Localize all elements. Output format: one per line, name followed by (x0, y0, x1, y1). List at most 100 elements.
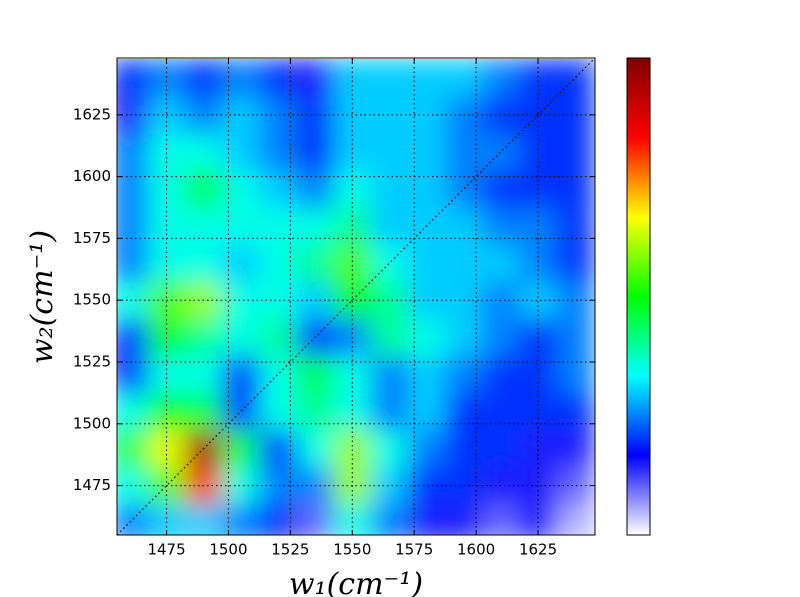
heat-cell (222, 392, 260, 431)
heat-cell (222, 244, 260, 283)
heat-cell (185, 318, 223, 357)
heat-cell (445, 355, 483, 394)
heat-cell (259, 244, 298, 283)
heat-cell (222, 170, 260, 209)
y-tick-label: 1525 (73, 352, 111, 370)
heat-cell (296, 504, 335, 535)
heat-cell (222, 504, 260, 535)
heat-cell (408, 59, 446, 97)
heat-cell (370, 59, 409, 97)
heat-cell (556, 504, 595, 535)
heat-cell (408, 504, 446, 535)
heat-cell (222, 429, 260, 468)
heat-cell (370, 96, 409, 134)
heat-cell (117, 244, 149, 283)
heat-cell (556, 281, 595, 320)
x-tick-label: 1500 (209, 541, 247, 559)
heat-cell (259, 96, 298, 134)
y-tick-label: 1625 (73, 105, 111, 123)
heat-cell (556, 392, 595, 431)
heat-cell (370, 318, 409, 357)
heat-cell (222, 318, 260, 357)
heat-cell (333, 59, 372, 97)
heat-cell (333, 244, 372, 283)
heat-cell (445, 392, 483, 431)
heat-cell (370, 504, 409, 535)
heat-cell (556, 244, 595, 283)
heat-cell (117, 355, 149, 394)
y-tick-label: 1575 (73, 229, 111, 247)
heat-cell (222, 133, 260, 171)
heat-cell (445, 504, 483, 535)
heat-cell (519, 281, 558, 320)
heat-cell (296, 170, 335, 209)
y-tick-label: 1600 (73, 167, 111, 185)
heat-cell (259, 429, 298, 468)
heat-cell (482, 318, 520, 357)
heat-cell (556, 133, 595, 171)
heat-cell (259, 59, 298, 97)
heat-cell (147, 59, 186, 97)
heat-cell (296, 244, 335, 283)
heat-cell (333, 392, 372, 431)
heat-cell (222, 96, 260, 134)
heat-cell (408, 429, 446, 468)
heat-cell (482, 59, 520, 97)
heat-cell (408, 355, 446, 394)
heat-cell (482, 133, 520, 171)
heat-cell (482, 355, 520, 394)
heat-cell (370, 429, 409, 468)
heat-cell (185, 170, 223, 209)
heat-cell (445, 244, 483, 283)
x-tick-label: 1475 (147, 541, 185, 559)
heat-cell (445, 170, 483, 209)
heat-cell (370, 207, 409, 246)
heat-cell (222, 207, 260, 246)
heat-cell (556, 467, 595, 505)
heat-cell (259, 355, 298, 394)
heat-cell (370, 133, 409, 171)
heat-cell (556, 355, 595, 394)
heat-cell (147, 244, 186, 283)
y-tick-label: 1500 (73, 414, 111, 432)
heat-cell (296, 392, 335, 431)
heat-cell (296, 133, 335, 171)
heat-cell (482, 170, 520, 209)
y-tick-label: 1550 (73, 291, 111, 309)
heat-cell (117, 392, 149, 431)
heat-cell (259, 281, 298, 320)
plot-frame (116, 57, 596, 536)
heat-cell (482, 504, 520, 535)
heat-cell (408, 281, 446, 320)
heat-cell (408, 170, 446, 209)
x-axis-label: w₁(cm⁻¹) (289, 567, 423, 597)
heat-cell (408, 318, 446, 357)
heat-cell (259, 318, 298, 357)
heat-cell (117, 96, 149, 134)
heat-cell (296, 207, 335, 246)
heat-cell (445, 133, 483, 171)
x-tick-label: 1575 (395, 541, 433, 559)
heat-cell (408, 244, 446, 283)
heat-cell (556, 170, 595, 209)
heat-cell (482, 429, 520, 468)
heatmap (117, 59, 595, 535)
x-tick-label: 1525 (271, 541, 309, 559)
heat-cell (185, 207, 223, 246)
heat-cell (222, 467, 260, 505)
heat-cell (482, 392, 520, 431)
heat-cell (117, 281, 149, 320)
diagonal-line (116, 57, 596, 536)
heat-cell (408, 392, 446, 431)
heat-cell (259, 207, 298, 246)
heat-cell (147, 429, 186, 468)
heat-cell (222, 355, 260, 394)
heat-cell (408, 96, 446, 134)
heat-cell (117, 133, 149, 171)
heat-cell (445, 318, 483, 357)
heat-cell (445, 59, 483, 97)
heat-cell (117, 429, 149, 468)
heatmap-cells (117, 59, 595, 535)
heat-cell (370, 244, 409, 283)
heat-cell (370, 355, 409, 394)
